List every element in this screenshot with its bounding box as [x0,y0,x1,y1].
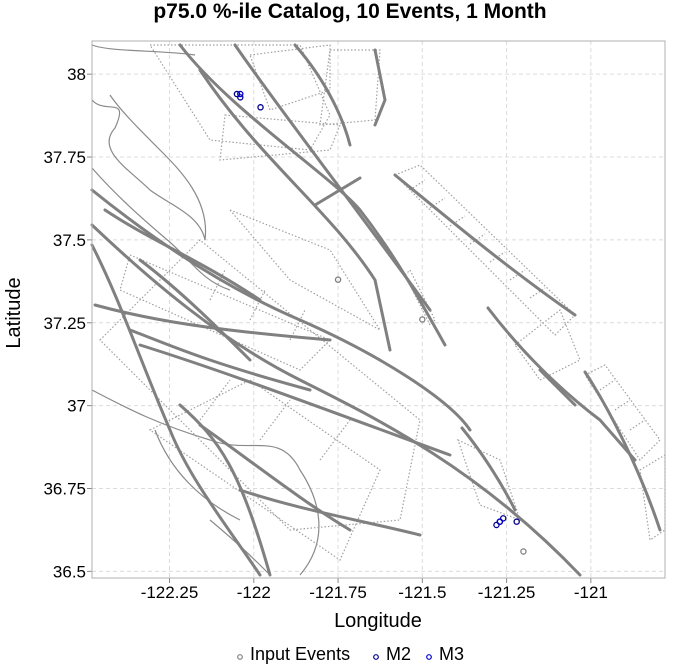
x-tick-label: -121.25 [478,583,536,602]
y-tick-label: 37.25 [43,314,86,333]
legend-label-input-events: Input Events [250,644,350,664]
legend-label-m3: M3 [439,644,464,664]
legend-marker-m3 [426,654,432,660]
m2-point [233,90,241,98]
y-tick-label: 38 [67,65,86,84]
chart-title: p75.0 %-ile Catalog, 10 Events, 1 Month [153,0,546,23]
m2-point [499,515,507,522]
coastline [91,44,320,576]
m2-point [237,94,244,101]
y-tick-label: 36.75 [43,480,86,499]
x-tick-label: -121 [574,583,608,602]
x-axis-label: Longitude [334,610,422,632]
x-tick-label: -122 [237,583,271,602]
rupture-hatching [199,179,646,461]
axis-ticks: -122.25 -122 -121.75 -121.5 -121.25 -121 36.5 3… [43,65,607,602]
input-events-point [419,316,426,323]
y-axis-label: Latitude [3,277,25,348]
x-tick-label: -121.5 [398,583,446,602]
m2-point [513,518,520,525]
y-tick-label: 37 [67,397,86,416]
grid [92,41,665,578]
x-tick-label: -122.25 [141,583,199,602]
m2-point [257,104,264,111]
legend-label-m2: M2 [386,644,411,664]
map-background [90,43,666,577]
legend: Input Events M2 M3 [237,644,464,664]
y-tick-label: 37.5 [53,231,86,250]
y-tick-label: 36.5 [53,562,86,581]
m3-point [237,90,244,98]
faults [90,43,662,577]
input-events-point [334,276,342,283]
y-tick-label: 37.75 [43,148,86,167]
m3-point [496,518,504,525]
m2-point [493,521,500,529]
legend-marker-m2 [373,654,379,660]
plot-frame [91,40,666,579]
events [233,90,527,555]
input-events-point [520,548,527,555]
x-tick-label: -121.75 [309,583,367,602]
legend-marker-input-events [237,654,243,660]
fault-rupture-zones [99,44,666,561]
